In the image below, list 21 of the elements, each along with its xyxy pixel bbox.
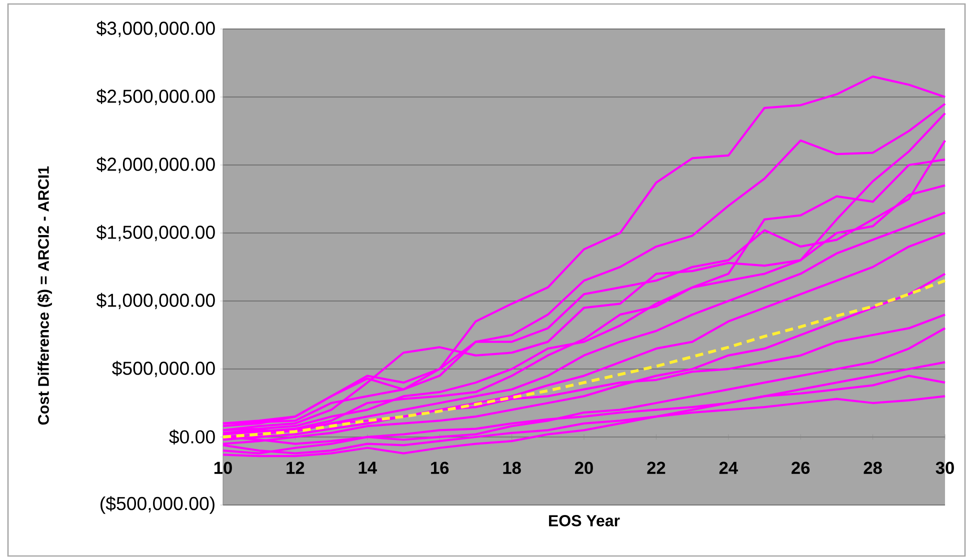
x-tick-label: 16 (431, 462, 449, 474)
x-tick-label: 14 (358, 462, 377, 474)
y-tick-label: $2,500,000.00 (96, 88, 215, 106)
y-tick-label: $500,000.00 (112, 360, 215, 378)
x-tick-label: 26 (792, 462, 810, 474)
y-axis-title: Cost Difference ($) = ARCI2 - ARCI1 (37, 166, 52, 425)
x-tick-label: 20 (574, 462, 593, 474)
x-tick-label: 22 (647, 462, 666, 474)
y-tick-label: $1,000,000.00 (96, 292, 215, 310)
x-tick-label: 28 (864, 462, 882, 474)
y-tick-label: $3,000,000.00 (96, 20, 215, 38)
y-tick-label: $0.00 (169, 429, 215, 445)
x-axis-title: EOS Year (549, 515, 620, 526)
y-tick-label: $1,500,000.00 (96, 224, 215, 242)
x-tick-label: 12 (286, 462, 304, 474)
x-tick-label: 24 (719, 462, 738, 474)
y-tick-label: $2,000,000.00 (96, 156, 215, 174)
x-tick-label: 10 (214, 462, 232, 474)
y-tick-label: ($500,000.00) (100, 496, 214, 514)
x-tick-label: 18 (503, 462, 521, 474)
x-tick-label: 30 (936, 462, 954, 474)
